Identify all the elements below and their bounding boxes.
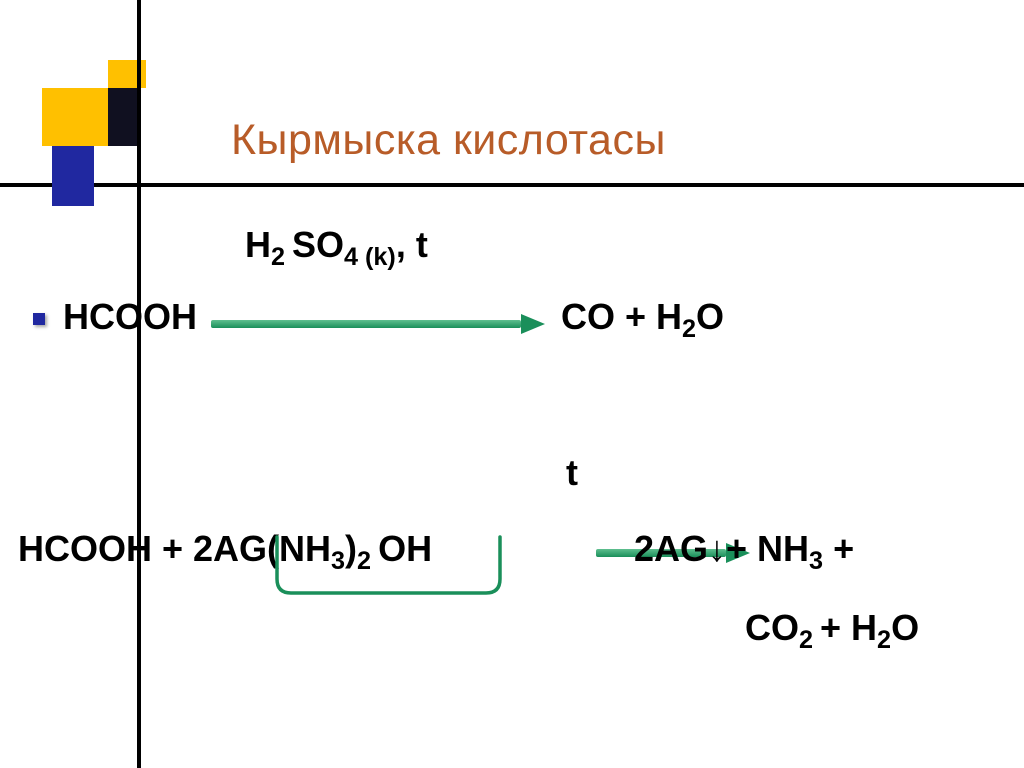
r2-prod2-b: + H (820, 607, 877, 648)
r2-prod2-a: CO (745, 607, 799, 648)
r2-prod2-sub2: 2 (877, 626, 891, 654)
slide: Кырмыска кислотасы H2 SO4 (k), t HCOOH C… (0, 0, 1024, 768)
r2-product-line2: CO2 + H2O (745, 607, 919, 649)
bracket-icon (0, 0, 1024, 768)
r2-prod2-sub1: 2 (799, 626, 820, 654)
r2-prod-b: + (823, 528, 854, 569)
r2-prod2-c: O (891, 607, 919, 648)
r2-product-line1: 2AG↓+ NH3 + (634, 528, 854, 570)
r2-prod-a: 2AG↓+ NH (634, 528, 809, 569)
r2-prod-sub1: 3 (809, 547, 823, 575)
